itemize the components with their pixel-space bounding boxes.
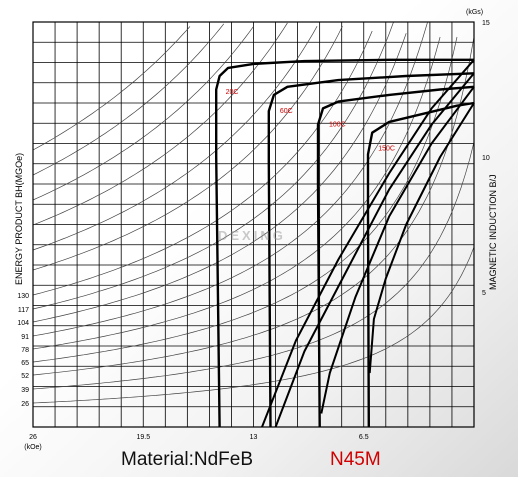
energy-isoline <box>32 26 318 251</box>
intrinsic-curve-20c <box>215 58 474 428</box>
energy-tick-label: 91 <box>21 334 29 341</box>
curve-label-150c: 150C <box>378 146 395 153</box>
grade-label: N45M <box>330 449 381 470</box>
intrinsic-curve-100c <box>316 85 475 428</box>
curve-labels: 20C 60C 100C 150C <box>226 89 395 153</box>
energy-isoline <box>32 22 288 226</box>
energy-tick-label: 104 <box>17 320 29 327</box>
energy-isoline <box>32 33 407 323</box>
curve-label-100c: 100C <box>329 121 346 128</box>
y-axis-title-right: MAGNETIC INDUCTION B/J <box>488 174 498 290</box>
curve-label-60c: 60C <box>280 108 293 115</box>
energy-tick-label: 117 <box>18 307 29 314</box>
y-tick-label: 10 <box>482 155 490 162</box>
demag-curves <box>215 58 475 428</box>
energy-tick-label: 130 <box>17 293 29 300</box>
energy-isoline <box>32 30 373 296</box>
energy-tick-label: 39 <box>21 387 29 394</box>
x-unit-label: (kOe) <box>24 444 42 451</box>
y-tick-label: 5 <box>482 290 486 297</box>
energy-isoline <box>32 141 475 390</box>
y-unit-label: (kGs) <box>466 9 483 16</box>
energy-tick-label: 78 <box>21 347 29 354</box>
energy-isoline <box>32 26 254 201</box>
energy-isoline <box>32 246 475 404</box>
energy-isoline <box>32 25 343 271</box>
material-label: Material:NdFeB <box>121 449 253 470</box>
energy-isoline <box>32 26 191 151</box>
x-tick-label: 6.5 <box>359 434 369 441</box>
intrinsic-curve-60c <box>267 72 475 428</box>
x-tick-label: 26 <box>29 434 37 441</box>
energy-isoline <box>32 36 458 363</box>
energy-isoline <box>32 22 394 310</box>
watermark: DEXING <box>218 228 286 243</box>
energy-tick-label: 65 <box>21 360 29 367</box>
y-axis-title-left: ENERGY PRODUCT BH(MGOe) <box>14 153 24 285</box>
curve-label-20c: 20C <box>226 89 239 96</box>
energy-isoline <box>32 22 428 337</box>
energy-tick-label: 26 <box>21 401 29 408</box>
x-tick-label: 13 <box>250 434 258 441</box>
plot-frame <box>32 21 475 428</box>
intrinsic-curve-150c <box>366 101 475 428</box>
grid <box>33 22 474 427</box>
energy-isoline <box>32 23 225 176</box>
normal-curve-20c <box>261 59 475 428</box>
tick-labels: 26 19.5 13 6.5 15 10 5 130 117 104 91 78 65 52 39 26 <box>17 20 490 441</box>
x-tick-label: 19.5 <box>136 434 150 441</box>
energy-tick-label: 52 <box>21 373 29 380</box>
normal-curve-150c <box>368 102 475 374</box>
normal-curve-100c <box>320 86 475 414</box>
y-tick-label: 15 <box>482 20 490 27</box>
energy-isoline <box>32 36 441 350</box>
